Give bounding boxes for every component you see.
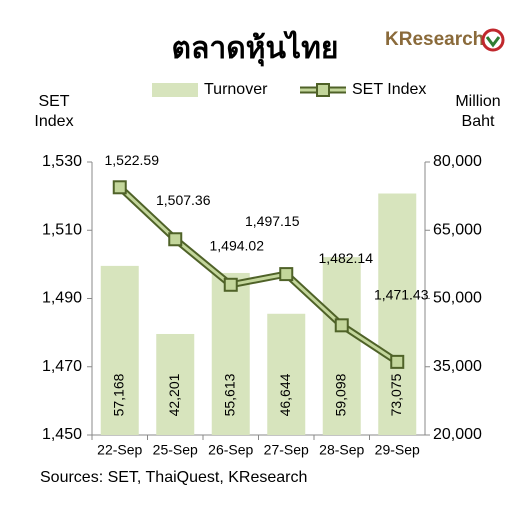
brand-icon bbox=[481, 28, 505, 52]
bar bbox=[378, 193, 417, 435]
y2-tick-label: 50,000 bbox=[433, 290, 482, 307]
chart-title: ตลาดหุ้นไทย bbox=[172, 30, 339, 67]
bar bbox=[156, 333, 195, 435]
marker bbox=[279, 267, 294, 282]
y-tick-label: 1,510 bbox=[42, 221, 82, 238]
data-label: 1,471.43 bbox=[374, 287, 429, 303]
x-tick-label: 29-Sep bbox=[375, 442, 420, 458]
x-tick-label: 27-Sep bbox=[264, 442, 309, 458]
data-label: 1,494.02 bbox=[210, 237, 265, 253]
legend-label: SET Index bbox=[352, 81, 426, 98]
data-label: 1,497.15 bbox=[245, 213, 300, 229]
y-tick-label: 1,530 bbox=[42, 153, 82, 170]
marker bbox=[390, 354, 405, 369]
source: Sources: SET, ThaiQuest, KResearch bbox=[40, 469, 307, 486]
y2-tick-label: 20,000 bbox=[433, 426, 482, 443]
legend-swatch bbox=[316, 83, 330, 97]
marker bbox=[168, 232, 183, 247]
data-label: 1,522.59 bbox=[105, 152, 160, 168]
y-axis-label: SET Index bbox=[34, 93, 74, 130]
bar bbox=[211, 272, 250, 435]
y2-tick-label: 80,000 bbox=[433, 153, 482, 170]
marker bbox=[334, 318, 349, 333]
marker bbox=[112, 180, 127, 195]
y-tick-label: 1,450 bbox=[42, 426, 82, 443]
y2-tick-label: 35,000 bbox=[433, 358, 482, 375]
y2-tick-label: 65,000 bbox=[433, 221, 482, 238]
x-tick-label: 26-Sep bbox=[208, 442, 253, 458]
bar-label: 46,644 bbox=[277, 373, 293, 416]
y-tick-label: 1,490 bbox=[42, 290, 82, 307]
legend-label: Turnover bbox=[204, 81, 268, 98]
bar bbox=[322, 257, 361, 435]
data-label: 1,507.36 bbox=[156, 192, 211, 208]
line bbox=[118, 186, 399, 364]
x-tick-label: 28-Sep bbox=[319, 442, 364, 458]
data-label: 1,482.14 bbox=[319, 250, 374, 266]
bar bbox=[267, 313, 306, 435]
brand: KResearch bbox=[385, 29, 484, 50]
y-tick-label: 1,470 bbox=[42, 358, 82, 375]
bar-label: 73,075 bbox=[388, 373, 404, 416]
bar-label: 59,098 bbox=[332, 373, 348, 416]
x-tick-label: 25-Sep bbox=[153, 442, 198, 458]
bar-label: 57,168 bbox=[110, 373, 126, 416]
bar bbox=[100, 265, 139, 435]
x-tick-label: 22-Sep bbox=[97, 442, 142, 458]
y2-axis-label: Million Baht bbox=[455, 93, 501, 130]
bar-label: 55,613 bbox=[221, 373, 237, 416]
legend-swatch bbox=[152, 83, 198, 97]
brand-icon bbox=[485, 36, 501, 48]
bar-label: 42,201 bbox=[166, 373, 182, 416]
marker bbox=[223, 277, 238, 292]
